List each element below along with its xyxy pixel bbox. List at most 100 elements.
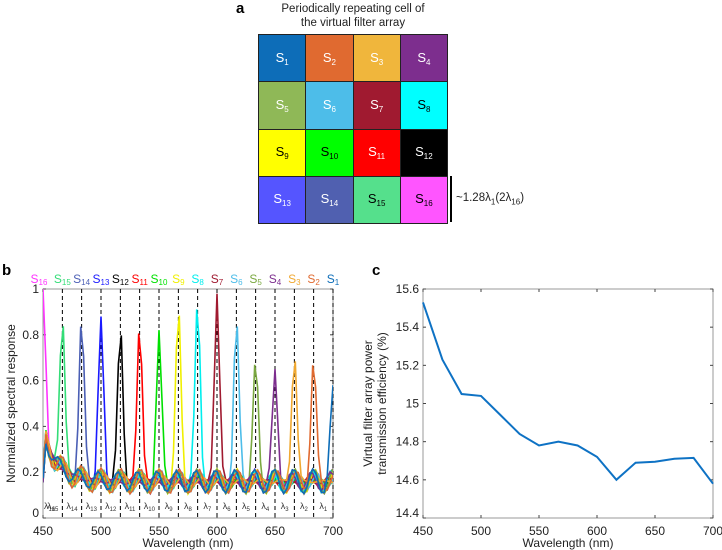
lambda-label: λ7 <box>203 501 212 513</box>
cell-label: S4 <box>417 49 431 67</box>
panel-a-letter: a <box>236 0 245 17</box>
series-s7-label: S7 <box>211 272 224 287</box>
lambda-label: λ11 <box>125 501 136 513</box>
panel-c-ytick-label: 15.6 <box>396 282 420 296</box>
title-line-2: the virtual filter array <box>300 17 406 29</box>
panel-a-title: Periodically repeating cell of the virtu… <box>258 2 448 30</box>
panel-c-ylabel-line1: Virtual filter array power <box>361 340 375 467</box>
scale-sub1: 1 <box>490 197 496 207</box>
cell-label: S11 <box>368 144 386 162</box>
panel-b-xlabel: Wavelength (nm) <box>143 536 234 550</box>
panel-b-ytick-label: 0 <box>32 506 39 520</box>
lambda-label: λ1 <box>319 501 328 513</box>
panel-c-xtick-label: 450 <box>413 524 433 538</box>
series-s2-label: S2 <box>307 272 320 287</box>
lambda-label: λ12 <box>105 501 117 513</box>
lambda-label: λ2 <box>300 501 309 513</box>
panel-c-xtick-label: 650 <box>645 524 665 538</box>
panel-c-xtick-label: 700 <box>703 524 722 538</box>
panel-b-letter: b <box>2 262 12 279</box>
series-s9-label: S9 <box>172 272 185 287</box>
filter-cell-s8: S8 <box>400 82 447 129</box>
cell-label: S2 <box>322 49 336 67</box>
series-s5-label: S5 <box>249 272 262 287</box>
panel-b-ytick-label: 0.4 <box>22 419 39 433</box>
filter-array-grid: S1 S2 S3 S4 S5 S6 S7 S8 S9 S10 S11 S12 S13 S14 S15 S16 <box>258 34 448 224</box>
filter-cell-s7: S7 <box>353 82 400 129</box>
filter-cell-s12: S12 <box>400 129 447 176</box>
panel-c-xtick-label: 600 <box>587 524 607 538</box>
series-s8-label: S8 <box>191 272 204 287</box>
series-s13-label: S13 <box>93 272 110 287</box>
scale-pre: ~1.28λ <box>456 192 491 204</box>
panel-b-xtick-label: 450 <box>33 524 53 538</box>
series-s15-label: S15 <box>54 272 71 287</box>
cell-label: S8 <box>417 96 431 114</box>
panel-b-xtick-label: 650 <box>265 524 285 538</box>
lambda-label: λ14 <box>66 501 78 513</box>
lambda-label: λ13 <box>86 501 98 513</box>
panel-c-ytick-label: 15.2 <box>396 358 420 372</box>
lambda-label: λ8 <box>184 501 193 513</box>
series-s10-label: S10 <box>151 272 168 287</box>
panel-b-ytick-label: 0.6 <box>22 374 39 388</box>
series-s4-label: S4 <box>269 272 282 287</box>
cell-label: S9 <box>275 144 289 162</box>
scale-mid: (2λ <box>495 192 512 204</box>
scale-sub2: 16 <box>511 197 521 207</box>
series-s1-label: S1 <box>327 272 340 287</box>
lambda-label: λ16 <box>44 501 56 513</box>
cell-label: S16 <box>415 191 433 209</box>
lambda-label: λ9 <box>165 501 174 513</box>
filter-cell-s16: S16 <box>400 176 447 223</box>
panel-c-axes-box <box>422 288 714 519</box>
filter-cell-s3: S3 <box>353 35 400 82</box>
series-s13-line <box>43 316 333 496</box>
cell-label: S12 <box>415 144 433 162</box>
panel-b-ytick-label: 1 <box>32 282 39 296</box>
filter-cell-s4: S4 <box>400 35 447 82</box>
series-s16-label: S16 <box>31 272 48 287</box>
cell-label: S3 <box>370 49 384 67</box>
panel-c-ytick-label: 14.8 <box>396 435 420 449</box>
series-s10-line <box>43 330 333 493</box>
filter-cell-s9: S9 <box>259 129 306 176</box>
lambda-label: λ3 <box>281 501 290 513</box>
scale-post: ) <box>520 192 525 204</box>
series-s3-label: S3 <box>288 272 301 287</box>
panel-c-xtick-label: 550 <box>529 524 549 538</box>
cell-label: S7 <box>370 96 384 114</box>
panel-b-ylabel: Normalized spectral response <box>4 324 18 483</box>
lambda-label: λ10 <box>144 501 156 513</box>
panel-c-ytick-label: 15 <box>406 397 420 411</box>
cell-label: S10 <box>320 144 339 162</box>
lambda-label: λ6 <box>223 501 232 513</box>
panel-c-ytick-label: 15.4 <box>396 320 420 334</box>
cell-label: S13 <box>273 191 291 209</box>
lambda-label: λ4 <box>261 501 270 513</box>
series-s6-line <box>43 326 333 494</box>
series-s9-line <box>43 315 333 496</box>
cell-label: S6 <box>322 96 336 114</box>
series-s11-label: S11 <box>131 272 148 287</box>
filter-cell-s13: S13 <box>259 176 306 223</box>
series-s14-label: S14 <box>73 272 90 287</box>
panel-b-xtick-label: 600 <box>207 524 227 538</box>
panel-c-xlabel: Wavelength (nm) <box>523 536 614 550</box>
filter-cell-s14: S14 <box>306 176 353 223</box>
series-s12-line <box>43 335 333 495</box>
cell-label: S1 <box>275 49 289 67</box>
efficiency-line <box>422 302 714 485</box>
scale-bar <box>450 176 452 222</box>
title-line-1: Periodically repeating cell of <box>281 3 425 15</box>
filter-cell-s5: S5 <box>259 82 306 129</box>
cell-label: S15 <box>367 191 386 209</box>
series-s2-line <box>43 365 333 496</box>
filter-cell-s15: S15 <box>353 176 400 223</box>
panel-c-ytick-label: 14.4 <box>396 506 420 520</box>
panel-b-xtick-label: 500 <box>91 524 111 538</box>
lambda-label: λ5 <box>242 501 251 513</box>
panel-c-ytick-label: 14.6 <box>396 473 420 487</box>
panel-b-xtick-label: 700 <box>323 524 343 538</box>
filter-cell-s1: S1 <box>259 35 306 82</box>
